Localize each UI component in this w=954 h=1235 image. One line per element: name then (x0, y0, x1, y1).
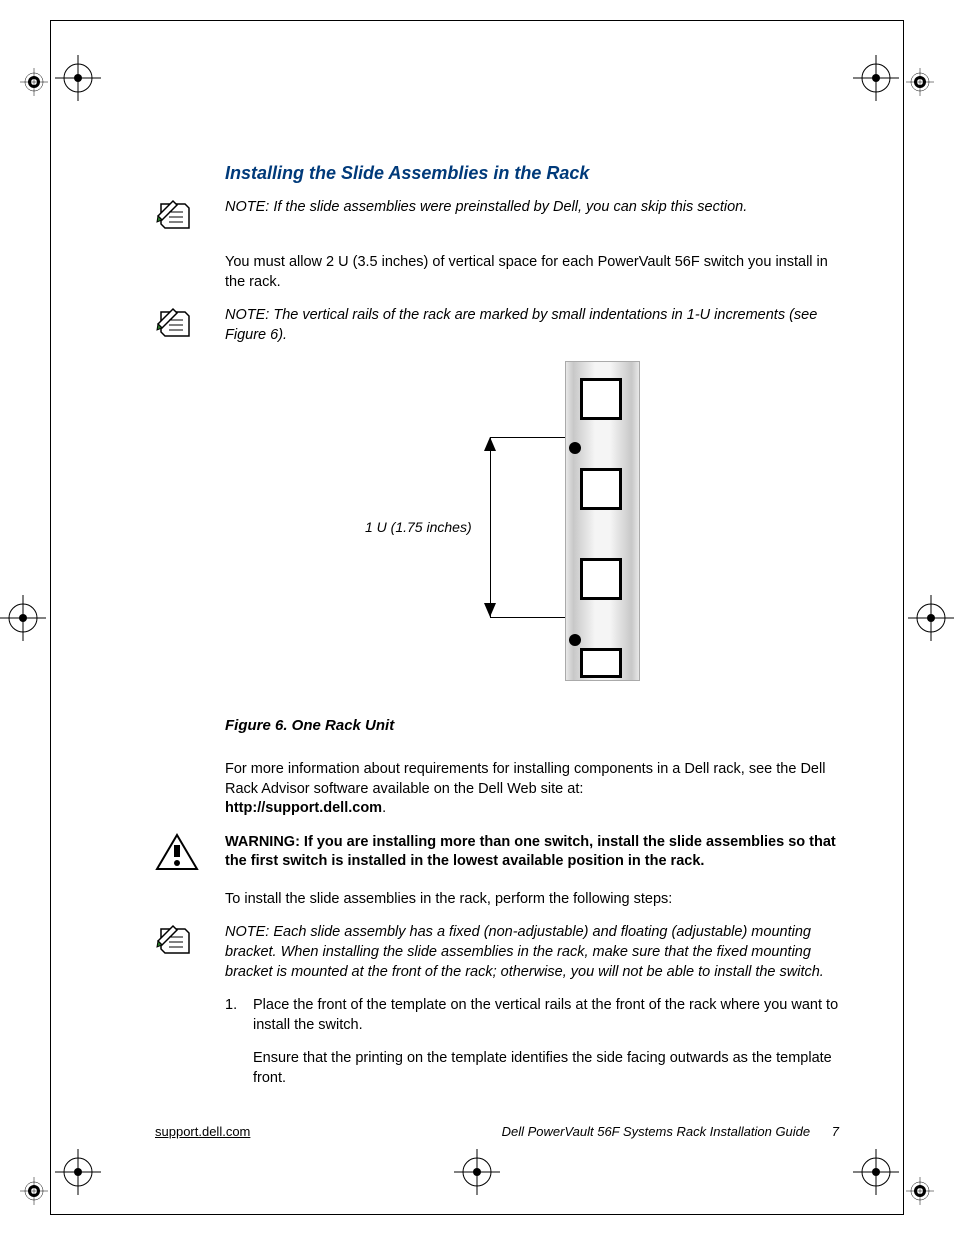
step-item: 1. Place the front of the template on th… (225, 996, 850, 1035)
step-text: Place the front of the template on the v… (253, 996, 850, 1035)
step-subtext: Ensure that the printing on the template… (253, 1049, 850, 1088)
body-text: For more information about requirements … (225, 760, 850, 819)
register-target-icon (55, 55, 101, 101)
register-target-icon (55, 1149, 101, 1195)
period: . (382, 800, 386, 816)
content-area: Installing the Slide Assemblies in the R… (225, 163, 850, 1102)
rail-hole (580, 468, 622, 510)
note-text: NOTE: Each slide assembly has a fixed (n… (225, 923, 850, 982)
body-text: To install the slide assemblies in the r… (225, 890, 850, 910)
register-target-icon (853, 55, 899, 101)
dimension-arrow-icon (484, 437, 496, 451)
note-icon (155, 306, 225, 347)
warning-text: WARNING: If you are installing more than… (225, 833, 850, 872)
dimension-arrow-icon (484, 603, 496, 617)
figure-caption: Figure 6. One Rack Unit (225, 717, 850, 734)
note-text: NOTE: If the slide assemblies were prein… (225, 198, 850, 218)
rack-rail (565, 361, 640, 681)
section-heading: Installing the Slide Assemblies in the R… (225, 163, 850, 184)
note-icon (155, 923, 225, 964)
dimension-line (490, 437, 491, 617)
note-block: NOTE: The vertical rails of the rack are… (225, 306, 850, 347)
warning-icon (155, 833, 225, 876)
crop-mark-icon (20, 1177, 48, 1205)
note-block: NOTE: If the slide assemblies were prein… (225, 198, 850, 239)
crop-mark-icon (20, 68, 48, 96)
register-target-icon (853, 1149, 899, 1195)
rail-hole (580, 648, 622, 678)
moreinfo-text: For more information about requirements … (225, 761, 825, 797)
footer-url: support.dell.com (155, 1124, 250, 1139)
note-block: NOTE: Each slide assembly has a fixed (n… (225, 923, 850, 982)
rail-dot (569, 634, 581, 646)
dimension-extension (490, 617, 565, 618)
dimension-extension (490, 437, 565, 438)
page-footer: support.dell.com Dell PowerVault 56F Sys… (155, 1124, 839, 1139)
support-url: http://support.dell.com (225, 800, 382, 816)
register-target-icon (454, 1149, 500, 1195)
figure-6: 1 U (1.75 inches) (225, 361, 850, 691)
crop-mark-icon (906, 1177, 934, 1205)
page-number: 7 (832, 1124, 839, 1139)
note-icon (155, 198, 225, 239)
rail-hole (580, 558, 622, 600)
dimension-label: 1 U (1.75 inches) (365, 519, 472, 535)
rail-dot (569, 442, 581, 454)
footer-title: Dell PowerVault 56F Systems Rack Install… (502, 1124, 811, 1139)
note-text: NOTE: The vertical rails of the rack are… (225, 306, 850, 345)
step-number: 1. (225, 996, 253, 1035)
warning-block: WARNING: If you are installing more than… (225, 833, 850, 876)
register-target-icon (0, 595, 46, 641)
crop-mark-icon (906, 68, 934, 96)
register-target-icon (908, 595, 954, 641)
rail-hole (580, 378, 622, 420)
body-text: You must allow 2 U (3.5 inches) of verti… (225, 253, 850, 292)
